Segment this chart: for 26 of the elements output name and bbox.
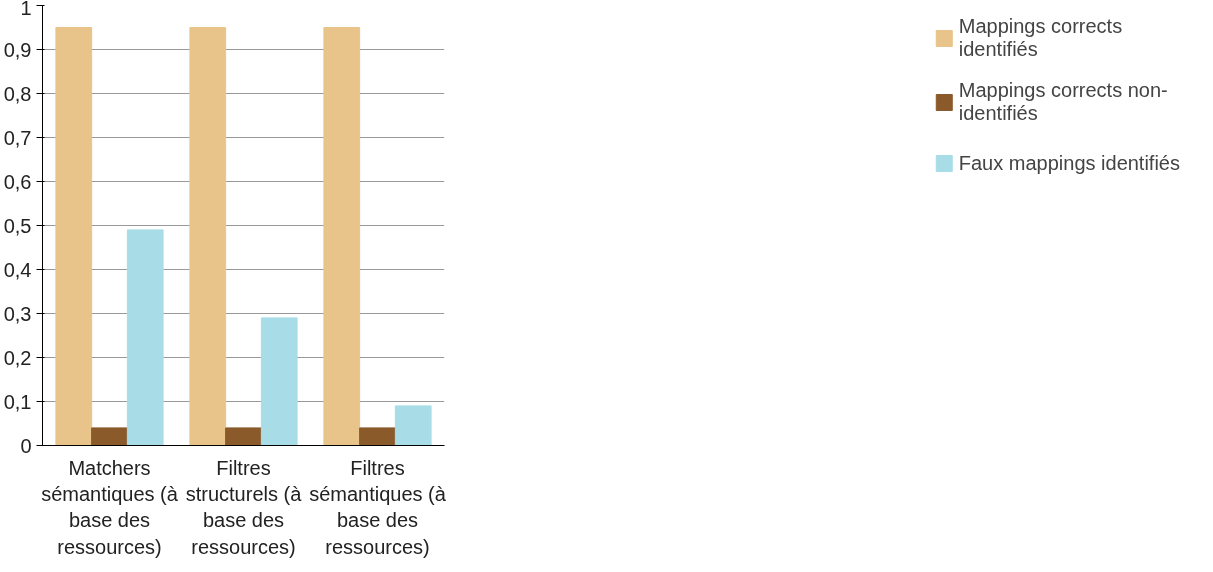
y-tick-label: 0,9 <box>3 38 32 61</box>
y-tick-label: 0,7 <box>3 126 32 149</box>
bar <box>260 317 298 446</box>
bar <box>359 427 396 446</box>
bar <box>394 405 432 446</box>
bar <box>55 27 93 446</box>
bar <box>189 27 227 446</box>
bar <box>126 229 164 446</box>
y-tick-label: 0,2 <box>3 346 32 369</box>
bar <box>91 427 128 446</box>
legend-label: Mappings corrects non-identifiés <box>958 79 1168 125</box>
y-tick-label: 0 <box>20 434 32 457</box>
bar <box>225 427 262 446</box>
y-tick-label: 0,1 <box>3 390 32 413</box>
y-tick-label: 0,5 <box>3 214 32 237</box>
x-tick-label: Filtres sémantiques (à base des ressources) <box>309 456 447 558</box>
legend-label: Faux mappings identifiés <box>958 150 1180 176</box>
bar <box>323 27 361 446</box>
x-tick-label: Matchers sémantiques (à base des ressources) <box>41 456 179 558</box>
x-tick-label: Filtres structurels (à base des ressources) <box>185 456 303 558</box>
legend-label: Mappings corrects identifiés <box>958 15 1123 61</box>
y-tick-label: 0,8 <box>3 82 32 105</box>
y-tick-label: 1 <box>20 0 32 19</box>
y-tick-label: 0,3 <box>3 302 32 325</box>
y-tick-label: 0,4 <box>3 258 32 281</box>
y-tick-label: 0,6 <box>3 170 32 193</box>
